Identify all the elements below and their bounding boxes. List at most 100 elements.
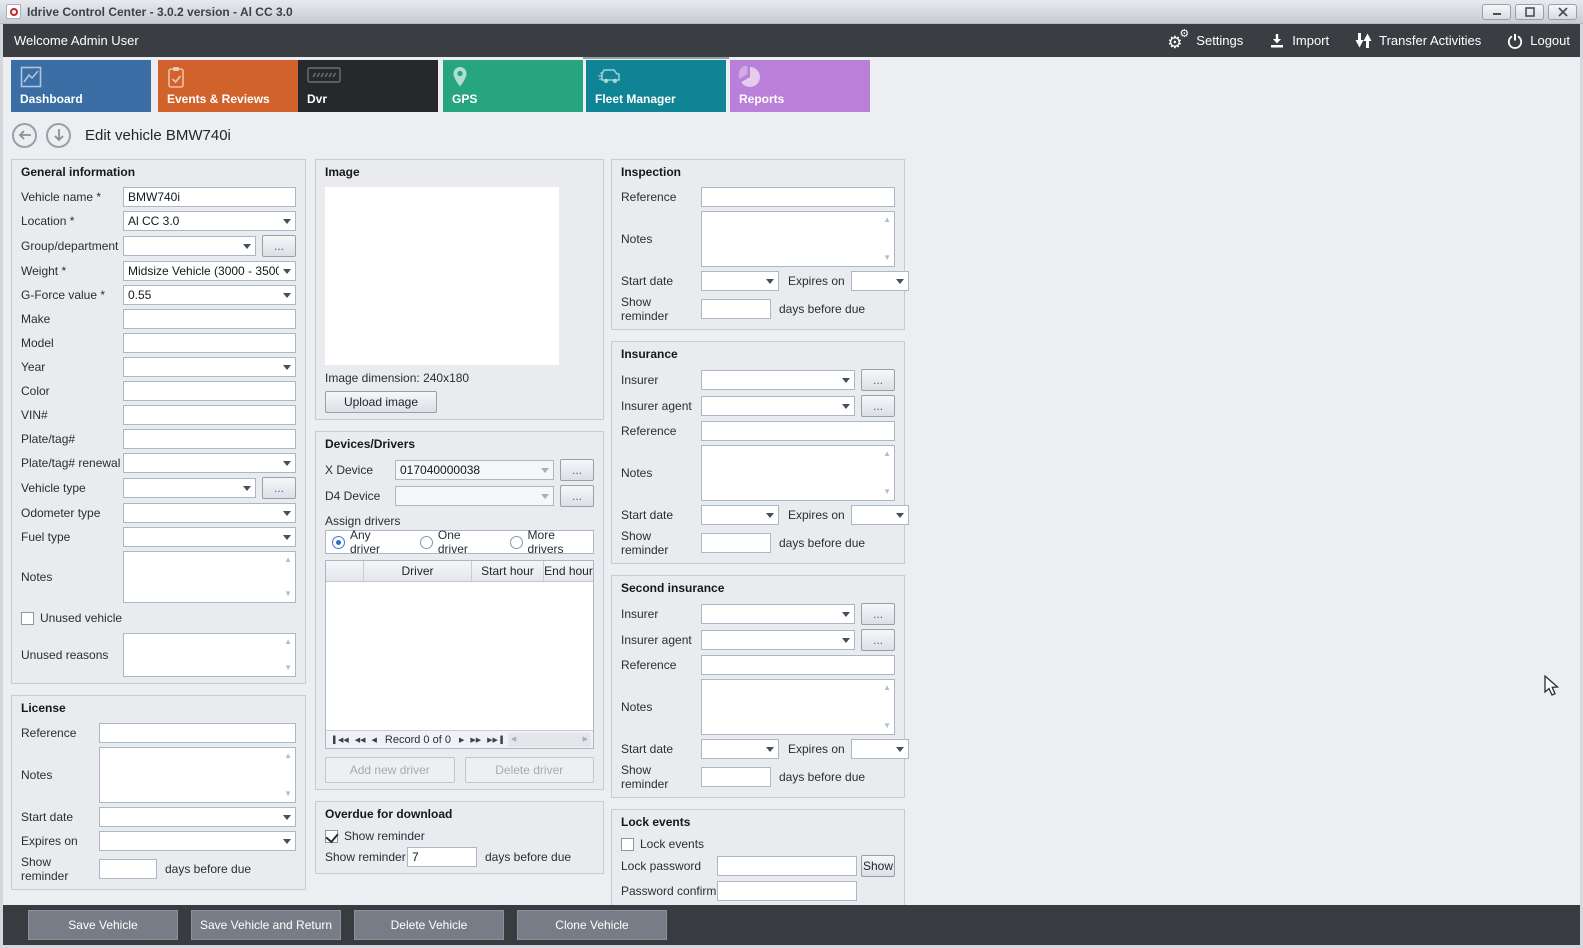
color-input[interactable] [123,381,296,401]
header-actions: ⚙ ⚙ Settings Import Transfer Activities [1167,24,1570,57]
d4-device-select[interactable] [395,486,554,506]
gforce-select[interactable]: 0.55 [123,285,296,305]
weight-select[interactable]: Midsize Vehicle (3000 - 3500 p... [123,261,296,281]
second-insurer-browse-button[interactable]: ... [861,603,895,625]
d4-device-browse-button[interactable]: ... [560,485,594,507]
license-notes-textarea[interactable]: ▲ ▼ [99,747,296,803]
second-agent-select[interactable] [701,630,855,650]
license-reminder-input[interactable] [99,859,157,879]
next-page-icon[interactable]: ▶▶ [470,736,482,744]
tab-fleet-manager[interactable]: Fleet Manager [586,60,726,112]
driver-column-header[interactable]: Driver [364,561,472,581]
import-button[interactable]: Import [1269,33,1329,49]
plate-input[interactable] [123,429,296,449]
second-insurer-select[interactable] [701,604,855,624]
scroll-down-button[interactable] [46,122,71,148]
year-select[interactable] [123,357,296,377]
first-record-icon[interactable]: ▌◀◀ [333,736,349,744]
maximize-button[interactable] [1515,4,1544,20]
tab-dashboard[interactable]: Dashboard [11,60,151,112]
insurance-expires-select[interactable] [850,505,909,525]
second-agent-browse-button[interactable]: ... [861,629,895,651]
prev-page-icon[interactable]: ◀◀ [354,736,366,744]
second-notes-textarea[interactable]: ▲ ▼ [701,679,895,735]
drivers-table: Driver Start hour End hour ▌◀◀ ◀◀ ◀ Reco… [325,560,594,749]
tab-gps[interactable]: GPS [443,60,583,112]
horizontal-scrollbar[interactable]: ◀ ▶ [507,732,591,747]
add-new-driver-button[interactable]: Add new driver [325,757,455,783]
insurance-start-date-select[interactable] [701,505,779,525]
x-device-select[interactable]: 017040000038 [395,460,554,480]
clone-vehicle-button[interactable]: Clone Vehicle [517,910,667,940]
insurance-notes-textarea[interactable]: ▲ ▼ [701,445,895,501]
inspection-panel: Inspection Reference Notes ▲ ▼ Start dat… [611,159,909,330]
inspection-notes-textarea[interactable]: ▲ ▼ [701,211,895,267]
insurance-agent-browse-button[interactable]: ... [861,395,895,417]
minimize-button[interactable] [1482,4,1511,20]
license-reference-input[interactable] [99,723,296,743]
transfer-activities-button[interactable]: Transfer Activities [1355,32,1481,49]
insurance-insurer-browse-button[interactable]: ... [861,369,895,391]
inspection-reference-input[interactable] [701,187,895,207]
tab-reports[interactable]: Reports [730,60,870,112]
insurance-insurer-select[interactable] [701,370,855,390]
upload-image-button[interactable]: Upload image [325,391,437,413]
odometer-type-select[interactable] [123,503,296,523]
vin-input[interactable] [123,405,296,425]
inspection-expires-select[interactable] [850,271,909,291]
end-hour-column-header[interactable]: End hour [544,564,593,578]
inspection-reminder-input[interactable] [701,299,771,319]
insurance-agent-select[interactable] [701,396,855,416]
last-record-icon[interactable]: ▶▶▐ [487,736,503,744]
second-expires-label: Expires on [788,742,845,756]
back-button[interactable] [12,122,37,148]
x-device-browse-button[interactable]: ... [560,459,594,481]
vehicle-name-input[interactable] [123,187,296,207]
notes-textarea[interactable]: ▲ ▼ [123,551,296,603]
second-reference-input[interactable] [701,655,895,675]
group-department-select[interactable] [123,236,256,256]
group-department-browse-button[interactable]: ... [262,235,296,257]
vehicle-type-browse-button[interactable]: ... [262,477,296,499]
insurance-reference-input[interactable] [701,421,895,441]
plate-renewal-select[interactable] [123,453,296,473]
show-password-button[interactable]: Show [861,855,895,877]
save-vehicle-button[interactable]: Save Vehicle [28,910,178,940]
vehicle-type-select[interactable] [123,478,256,498]
overdue-reminder-input[interactable] [407,847,477,867]
license-start-date-select[interactable] [99,807,296,827]
scroll-down-icon: ▼ [883,487,891,496]
delete-driver-button[interactable]: Delete driver [464,757,594,783]
record-count-text: Record 0 of 0 [384,733,451,746]
close-button[interactable] [1548,4,1577,20]
prev-record-icon[interactable]: ◀ [371,736,377,744]
fuel-type-select[interactable] [123,527,296,547]
start-hour-column-header[interactable]: Start hour [472,561,544,581]
next-record-icon[interactable]: ▶ [458,736,465,744]
settings-button[interactable]: ⚙ ⚙ Settings [1167,28,1243,51]
overdue-show-reminder-checkbox[interactable] [325,829,338,843]
any-driver-radio[interactable]: Any driver [332,528,398,556]
unused-vehicle-checkbox[interactable] [21,611,34,625]
insurance-reminder-input[interactable] [701,533,771,553]
lock-events-checkbox[interactable] [621,837,634,851]
logout-button[interactable]: Logout [1507,33,1570,49]
inspection-start-date-select[interactable] [701,271,779,291]
delete-vehicle-button[interactable]: Delete Vehicle [354,910,504,940]
password-confirm-input[interactable] [717,881,857,901]
second-start-date-select[interactable] [701,739,779,759]
lock-events-checkbox-label: Lock events [640,837,705,851]
unused-reasons-textarea[interactable]: ▲ ▼ [123,633,296,677]
make-input[interactable] [123,309,296,329]
second-reminder-input[interactable] [701,767,771,787]
one-driver-radio[interactable]: One driver [419,528,488,556]
more-drivers-radio[interactable]: More drivers [509,528,587,556]
lock-password-input[interactable] [717,856,857,876]
model-input[interactable] [123,333,296,353]
tab-events-reviews[interactable]: Events & Reviews [158,60,298,112]
location-select[interactable]: Al CC 3.0 [123,211,296,231]
second-expires-select[interactable] [850,739,909,759]
save-vehicle-return-button[interactable]: Save Vehicle and Return [191,910,341,940]
tab-dvr[interactable]: Dvr [298,60,438,112]
license-expires-select[interactable] [99,831,296,851]
